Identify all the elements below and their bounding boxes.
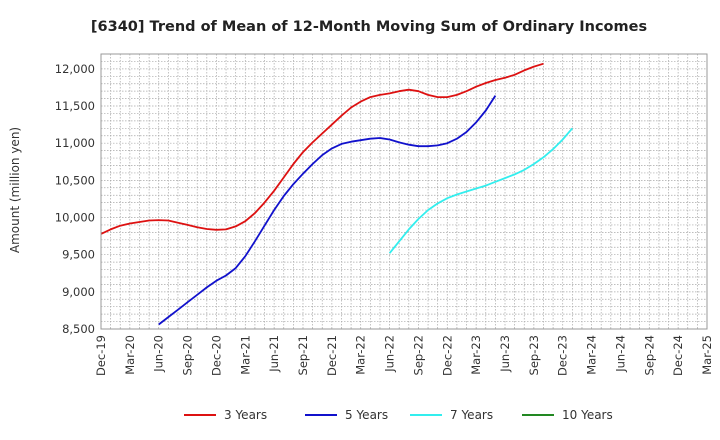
x-tick-label: Mar-22	[354, 335, 368, 375]
series-line	[388, 127, 573, 254]
x-tick-label: Jun-22	[383, 335, 397, 373]
x-tick-label: Dec-22	[440, 335, 454, 376]
x-tick-label: Sep-23	[527, 335, 541, 375]
series-line	[100, 62, 544, 235]
x-tick-label: Mar-23	[469, 335, 483, 375]
x-tick-label: Dec-19	[94, 335, 108, 376]
x-tick-label: Jun-20	[152, 335, 166, 373]
x-tick-label: Dec-20	[209, 335, 223, 376]
y-tick-label: 9,000	[62, 285, 95, 299]
legend-label: 10 Years	[562, 408, 613, 422]
legend-label: 3 Years	[224, 408, 267, 422]
x-tick-labels: Dec-19 Mar-20 Jun-20 Sep-20 Dec-20 Mar-21 Jun-…	[94, 335, 714, 376]
y-tick-label: 10,500	[55, 173, 95, 187]
x-tick-label: Jun-23	[498, 335, 512, 373]
x-tick-label: Dec-21	[325, 335, 339, 376]
legend: 3 Years 5 Years 7 Years 10 Years	[184, 408, 613, 422]
legend-label: 7 Years	[450, 408, 493, 422]
series-line	[158, 95, 497, 326]
x-tick-label: Mar-24	[585, 335, 599, 375]
y-tick-labels: 8,500 9,000 9,500 10,000 10,500 11,000 11,500 1…	[55, 62, 95, 336]
y-tick-label: 11,000	[55, 136, 95, 150]
y-axis-label: Amount (million yen)	[8, 127, 22, 253]
x-tick-label: Mar-20	[123, 335, 137, 375]
x-tick-label: Mar-21	[238, 335, 252, 375]
x-tick-label: Dec-23	[556, 335, 570, 376]
y-tick-label: 12,000	[55, 62, 95, 76]
x-tick-label: Sep-21	[296, 335, 310, 375]
grid	[101, 54, 707, 329]
y-tick-label: 9,500	[62, 248, 95, 262]
y-tick-label: 8,500	[62, 322, 95, 336]
plot-frame	[100, 53, 708, 330]
x-tick-label: Sep-22	[411, 335, 425, 375]
x-tick-label: Dec-24	[671, 335, 685, 376]
x-tick-label: Jun-24	[613, 335, 627, 373]
x-tick-label: Mar-25	[700, 335, 714, 375]
x-tick-label: Jun-21	[267, 335, 281, 373]
series-lines	[100, 62, 573, 326]
y-tick-label: 11,500	[55, 99, 95, 113]
chart-title: [6340] Trend of Mean of 12-Month Moving …	[91, 19, 647, 35]
y-tick-label: 10,000	[55, 211, 95, 225]
x-tick-label: Sep-24	[642, 335, 656, 375]
legend-label: 5 Years	[345, 408, 388, 422]
x-tick-label: Sep-20	[181, 335, 195, 375]
